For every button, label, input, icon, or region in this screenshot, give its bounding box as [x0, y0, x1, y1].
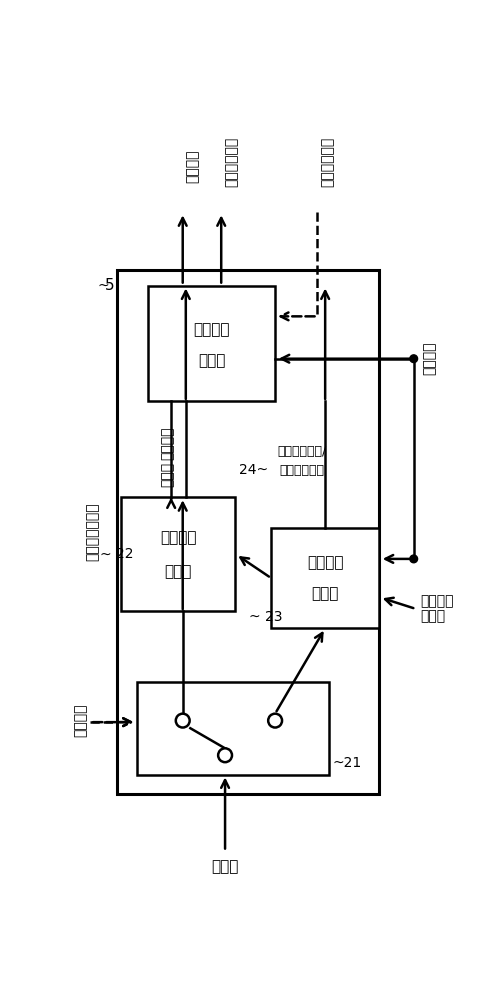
Text: 运动补偿: 运动补偿 — [193, 322, 230, 337]
Text: 帧间预测参数: 帧间预测参数 — [321, 137, 334, 187]
Text: 5: 5 — [105, 278, 114, 293]
Text: 预测图像: 预测图像 — [186, 149, 200, 183]
Bar — [117, 270, 379, 794]
Text: 已编码运: 已编码运 — [420, 594, 453, 608]
Text: 22: 22 — [116, 547, 133, 561]
Text: 搜索部: 搜索部 — [165, 564, 192, 579]
Text: 运动矢量: 运动矢量 — [160, 530, 196, 545]
Text: 运动补偿预测部: 运动补偿预测部 — [85, 503, 99, 561]
Text: 预测部: 预测部 — [161, 462, 174, 487]
Text: ~: ~ — [248, 610, 260, 624]
Circle shape — [218, 748, 232, 762]
Circle shape — [410, 355, 417, 363]
Circle shape — [410, 555, 417, 563]
Circle shape — [176, 714, 190, 728]
Bar — [148, 286, 275, 401]
Bar — [137, 682, 329, 774]
Text: 动矢量: 动矢量 — [420, 610, 445, 624]
Circle shape — [268, 714, 282, 728]
Text: ~21: ~21 — [333, 756, 362, 770]
Text: 24~: 24~ — [239, 463, 268, 477]
Text: 参照图像: 参照图像 — [422, 342, 436, 375]
Text: 处理部: 处理部 — [198, 353, 225, 368]
Bar — [271, 528, 379, 628]
Text: 生成部: 生成部 — [312, 586, 339, 601]
Bar — [121, 497, 235, 611]
Text: 编码模式: 编码模式 — [74, 704, 87, 737]
Text: 运动矢量: 运动矢量 — [161, 427, 174, 460]
Text: ~: ~ — [99, 547, 111, 561]
Text: 直接矢量: 直接矢量 — [307, 556, 343, 571]
Text: 帧间预测参数: 帧间预测参数 — [224, 137, 238, 187]
Text: 编码块: 编码块 — [211, 859, 239, 874]
Text: 时间直接矢量: 时间直接矢量 — [280, 464, 325, 477]
Text: 23: 23 — [265, 610, 283, 624]
Text: ~: ~ — [97, 279, 109, 293]
Text: 空间直接矢量/: 空间直接矢量/ — [277, 445, 327, 458]
